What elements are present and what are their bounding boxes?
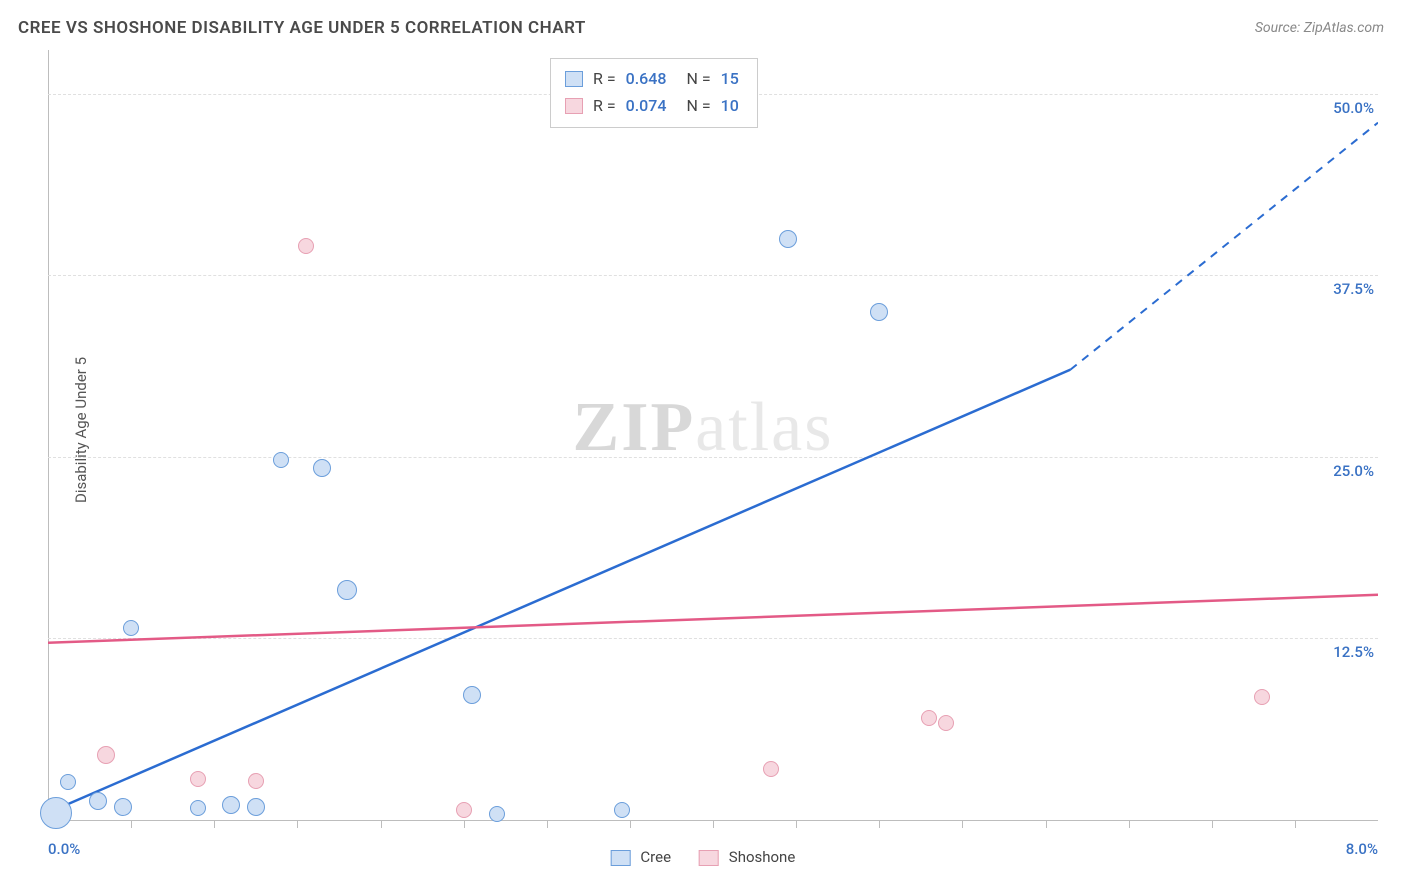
scatter-point-shoshone bbox=[1254, 689, 1270, 705]
scatter-point-shoshone bbox=[456, 802, 472, 818]
regression-line-cree bbox=[48, 370, 1070, 813]
x-axis-tick bbox=[1295, 820, 1296, 828]
scatter-point-cree bbox=[123, 620, 139, 636]
x-axis-tick bbox=[1046, 820, 1047, 828]
stats-r-value: 0.074 bbox=[626, 92, 667, 119]
gridline bbox=[48, 638, 1378, 639]
scatter-point-cree bbox=[870, 303, 888, 321]
scatter-point-shoshone bbox=[763, 761, 779, 777]
x-axis-tick bbox=[1129, 820, 1130, 828]
stats-swatch bbox=[565, 71, 583, 87]
legend-item-cree: Cree bbox=[611, 848, 671, 866]
y-tick-label: 50.0% bbox=[1333, 99, 1374, 117]
scatter-point-shoshone bbox=[97, 746, 115, 764]
x-axis-tick bbox=[297, 820, 298, 828]
scatter-point-shoshone bbox=[190, 771, 206, 787]
legend-label: Cree bbox=[640, 848, 671, 866]
x-axis-tick bbox=[1212, 820, 1213, 828]
legend-item-shoshone: Shoshone bbox=[699, 848, 795, 866]
scatter-point-cree bbox=[779, 230, 797, 248]
regression-lines bbox=[48, 50, 1378, 820]
scatter-point-cree bbox=[60, 774, 76, 790]
gridline bbox=[48, 275, 1378, 276]
legend-swatch bbox=[699, 850, 719, 866]
x-axis-tick bbox=[381, 820, 382, 828]
stats-n-value: 15 bbox=[721, 65, 739, 92]
x-axis-tick bbox=[464, 820, 465, 828]
scatter-point-cree bbox=[313, 459, 331, 477]
scatter-point-cree bbox=[614, 802, 630, 818]
chart-title: CREE VS SHOSHONE DISABILITY AGE UNDER 5 … bbox=[18, 18, 586, 38]
stats-legend-box: R = 0.648 N = 15 R = 0.074 N = 10 bbox=[550, 58, 758, 128]
x-axis-min-label: 0.0% bbox=[48, 840, 80, 858]
stats-n-label: N = bbox=[686, 65, 710, 92]
x-axis-tick bbox=[630, 820, 631, 828]
scatter-point-shoshone bbox=[298, 238, 314, 254]
scatter-point-cree bbox=[222, 796, 240, 814]
stats-row-cree: R = 0.648 N = 15 bbox=[565, 65, 739, 92]
stats-r-value: 0.648 bbox=[626, 65, 667, 92]
gridline bbox=[48, 457, 1378, 458]
x-axis-tick bbox=[713, 820, 714, 828]
regression-line-dashed-cree bbox=[1070, 123, 1378, 370]
stats-swatch bbox=[565, 98, 583, 114]
scatter-point-cree bbox=[489, 806, 505, 822]
scatter-point-cree bbox=[273, 452, 289, 468]
stats-r-label: R = bbox=[593, 65, 616, 92]
bottom-legend: Cree Shoshone bbox=[611, 848, 796, 866]
x-axis-tick bbox=[131, 820, 132, 828]
x-axis-tick bbox=[214, 820, 215, 828]
stats-row-shoshone: R = 0.074 N = 10 bbox=[565, 92, 739, 119]
stats-r-label: R = bbox=[593, 92, 616, 119]
scatter-point-cree bbox=[190, 800, 206, 816]
correlation-chart: CREE VS SHOSHONE DISABILITY AGE UNDER 5 … bbox=[0, 0, 1406, 892]
x-axis-tick bbox=[547, 820, 548, 828]
y-tick-label: 37.5% bbox=[1333, 280, 1374, 298]
scatter-point-cree bbox=[89, 792, 107, 810]
x-axis-tick bbox=[962, 820, 963, 828]
stats-n-value: 10 bbox=[721, 92, 739, 119]
scatter-point-cree bbox=[40, 797, 72, 829]
y-tick-label: 25.0% bbox=[1333, 462, 1374, 480]
source-attribution: Source: ZipAtlas.com bbox=[1255, 20, 1384, 36]
regression-line-shoshone bbox=[48, 595, 1378, 643]
legend-label: Shoshone bbox=[729, 848, 796, 866]
y-axis-line bbox=[48, 50, 49, 820]
legend-swatch bbox=[611, 850, 631, 866]
x-axis-max-label: 8.0% bbox=[1346, 840, 1378, 858]
scatter-point-shoshone bbox=[248, 773, 264, 789]
scatter-point-cree bbox=[463, 686, 481, 704]
x-axis-tick bbox=[796, 820, 797, 828]
y-tick-label: 12.5% bbox=[1333, 643, 1374, 661]
y-axis-label: Disability Age Under 5 bbox=[72, 357, 90, 503]
scatter-point-shoshone bbox=[938, 715, 954, 731]
scatter-point-cree bbox=[247, 798, 265, 816]
x-axis-tick bbox=[879, 820, 880, 828]
scatter-point-shoshone bbox=[921, 710, 937, 726]
stats-n-label: N = bbox=[686, 92, 710, 119]
scatter-point-cree bbox=[114, 798, 132, 816]
scatter-point-cree bbox=[337, 580, 357, 600]
